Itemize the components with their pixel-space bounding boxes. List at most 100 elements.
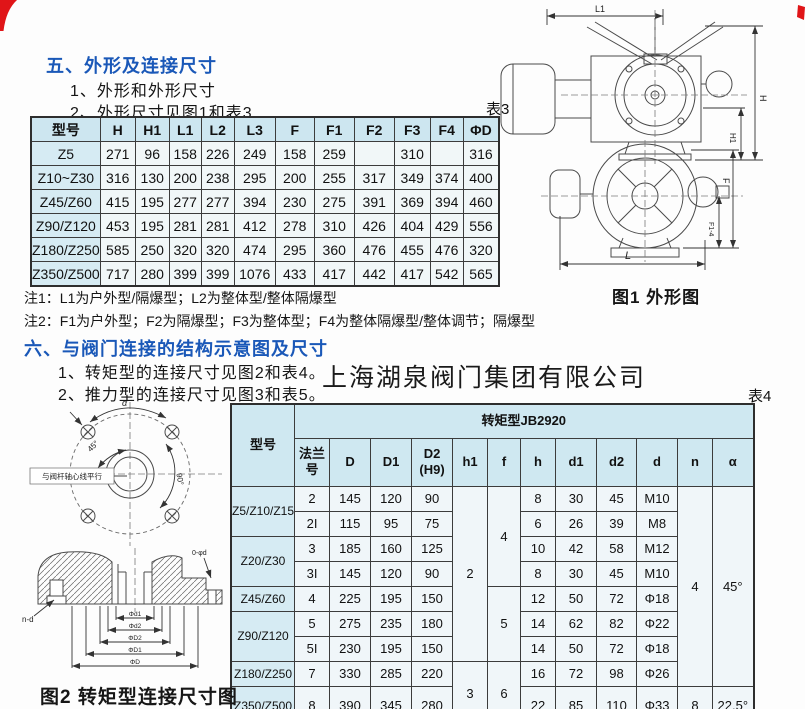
table-row: Z90/Z120 5 275 235 180 14 62 82 Φ22 xyxy=(230,610,754,662)
section6-title: 六、与阀门连接的结构示意图及尺寸 xyxy=(24,339,328,359)
cell: 316 xyxy=(99,165,136,190)
cell: 58 xyxy=(596,535,638,562)
cell: 6 xyxy=(487,660,522,709)
col-header: D1 xyxy=(370,437,413,487)
cell: 275 xyxy=(329,610,372,637)
figure2-caption: 图2 转矩型连接尺寸图 xyxy=(40,687,238,708)
cell: 22.5° xyxy=(712,685,755,709)
model-cell: Z90/Z120 xyxy=(30,213,101,238)
cell: 200 xyxy=(168,165,202,190)
table-row: 型号 H H1 L1 L2 L3 F F1 F2 F3 F4 ΦD xyxy=(30,116,500,142)
col-header-line: D2 xyxy=(423,445,441,461)
cell: 412 xyxy=(233,213,276,238)
cell: 259 xyxy=(313,141,355,166)
col-header-line: (H9) xyxy=(419,462,445,477)
angle-label-90: 90° xyxy=(174,472,185,485)
cell: 2 xyxy=(294,485,331,512)
dim-phid2: Φd2 xyxy=(129,623,142,630)
cell: 255 xyxy=(313,165,355,190)
col-header: H xyxy=(99,116,136,142)
cell: M8 xyxy=(636,510,679,537)
cell: 391 xyxy=(353,189,395,214)
cell: 474 xyxy=(233,237,276,262)
dim-label-h: H xyxy=(758,95,768,102)
cell: 72 xyxy=(555,660,598,687)
model-cell: Z10~Z30 xyxy=(30,165,101,190)
angle-label-alpha: α xyxy=(122,398,128,408)
table-row: Z5 271 96 158 226 249 158 259 310 316 xyxy=(30,141,500,166)
cell: 39 xyxy=(596,510,638,537)
cell: 195 xyxy=(134,189,170,214)
col-header: 型号 xyxy=(30,116,101,142)
cell: 285 xyxy=(370,660,413,687)
cell: 8 xyxy=(677,685,714,709)
cell xyxy=(353,141,395,166)
col-header: D2 (H9) xyxy=(411,437,454,487)
table3-label: 表3 xyxy=(486,101,510,118)
table-row: Z180/Z250 585 250 320 320 474 295 360 47… xyxy=(30,237,500,262)
cell: 374 xyxy=(429,165,464,190)
cell: 280 xyxy=(134,261,170,287)
cell: 22 xyxy=(520,685,557,709)
cell: 195 xyxy=(370,585,413,612)
cell: 317 xyxy=(353,165,395,190)
table-row: Z45/Z60 415 195 277 277 394 230 275 391 … xyxy=(30,189,500,214)
cell: 360 xyxy=(313,237,355,262)
dim-label-h1: H1 xyxy=(728,133,737,144)
model-cell: Z5/Z10/Z15 xyxy=(230,485,296,537)
cell: Φ33 xyxy=(636,685,679,709)
section5-item1: 1、外形和外形尺寸 xyxy=(70,83,216,100)
cell: 96 xyxy=(134,141,170,166)
red-corner-mark xyxy=(0,0,17,31)
label-0-phid: 0-φd xyxy=(192,550,207,557)
cell: 1076 xyxy=(233,261,276,287)
cell: 5 xyxy=(487,585,522,662)
model-cell: Z45/Z60 xyxy=(30,189,101,214)
col-header: F1 xyxy=(313,116,355,142)
table-row: 法兰号 D D1 D2 (H9) h1 f h d1 d2 d n α xyxy=(231,437,755,487)
cell: 320 xyxy=(462,237,500,262)
cell: 90 xyxy=(411,560,454,587)
cell: 14 xyxy=(520,610,557,637)
cell: 295 xyxy=(274,237,315,262)
cell: 72 xyxy=(596,635,638,662)
cell: 45° xyxy=(712,485,755,687)
cell: 26 xyxy=(555,510,598,537)
col-header: h1 xyxy=(452,437,489,487)
cell: 249 xyxy=(233,141,276,166)
col-header: F3 xyxy=(393,116,431,142)
model-cell: Z180/Z250 xyxy=(30,237,101,262)
table-row: Z350/Z500 717 280 399 399 1076 433 417 4… xyxy=(30,261,500,287)
table-row: Z90/Z120 453 195 281 281 412 278 310 426… xyxy=(30,213,500,238)
cell: 345 xyxy=(370,685,413,709)
cell: 200 xyxy=(274,165,315,190)
cell: M10 xyxy=(636,485,679,512)
cell: 75 xyxy=(411,510,454,537)
col-header: F xyxy=(274,116,315,142)
cell: 399 xyxy=(200,261,235,287)
cell: 417 xyxy=(393,261,431,287)
cell: 394 xyxy=(233,189,276,214)
cell: 2I xyxy=(294,510,331,537)
cell: 476 xyxy=(429,237,464,262)
cell: 320 xyxy=(200,237,235,262)
cell: Φ18 xyxy=(636,585,679,612)
cell xyxy=(429,141,464,166)
cell: 5I xyxy=(294,635,331,662)
cell: 453 xyxy=(99,213,136,238)
cell: 3 xyxy=(294,535,331,562)
cell: 50 xyxy=(555,635,598,662)
cell: 12 xyxy=(520,585,557,612)
torque-connection-table: 型号 转矩型JB2920 法兰号 D D1 D2 (H9) h1 f h d1 d… xyxy=(230,403,755,709)
leader-note-text: 与阀杆轴心线平行 xyxy=(42,471,102,481)
col-header: d1 xyxy=(555,437,598,487)
col-header: h xyxy=(520,437,557,487)
cell: M10 xyxy=(636,560,679,587)
cell: 158 xyxy=(274,141,315,166)
cell: 95 xyxy=(370,510,413,537)
span-header: 转矩型JB2920 xyxy=(294,403,755,439)
cell: 3 xyxy=(452,660,489,709)
cell: 8 xyxy=(520,560,557,587)
cell: 8 xyxy=(294,685,331,709)
model-cell: Z90/Z120 xyxy=(230,610,296,662)
